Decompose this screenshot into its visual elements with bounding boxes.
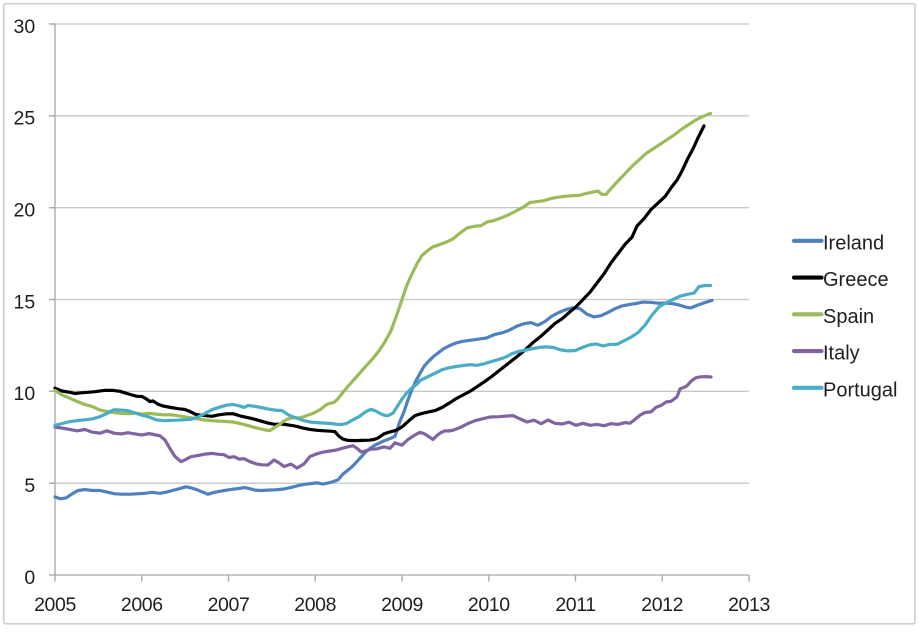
svg-text:0: 0 [24, 567, 35, 589]
svg-text:Ireland: Ireland [823, 232, 884, 254]
svg-text:2007: 2007 [208, 594, 250, 616]
svg-text:20: 20 [13, 200, 35, 222]
svg-text:2009: 2009 [381, 594, 423, 616]
svg-text:2005: 2005 [34, 594, 76, 616]
svg-text:Spain: Spain [823, 306, 874, 328]
svg-text:15: 15 [13, 291, 35, 313]
svg-text:Greece: Greece [823, 269, 889, 291]
svg-text:2012: 2012 [641, 594, 683, 616]
svg-text:2011: 2011 [555, 594, 595, 616]
svg-text:Italy: Italy [823, 343, 860, 365]
svg-text:2006: 2006 [121, 594, 163, 616]
svg-text:5: 5 [24, 475, 35, 497]
svg-text:2008: 2008 [294, 594, 336, 616]
svg-text:2010: 2010 [468, 594, 510, 616]
svg-text:2013: 2013 [728, 594, 770, 616]
svg-text:Portugal: Portugal [823, 379, 898, 401]
svg-text:25: 25 [13, 108, 35, 130]
svg-text:10: 10 [13, 383, 35, 405]
svg-text:30: 30 [13, 16, 35, 38]
